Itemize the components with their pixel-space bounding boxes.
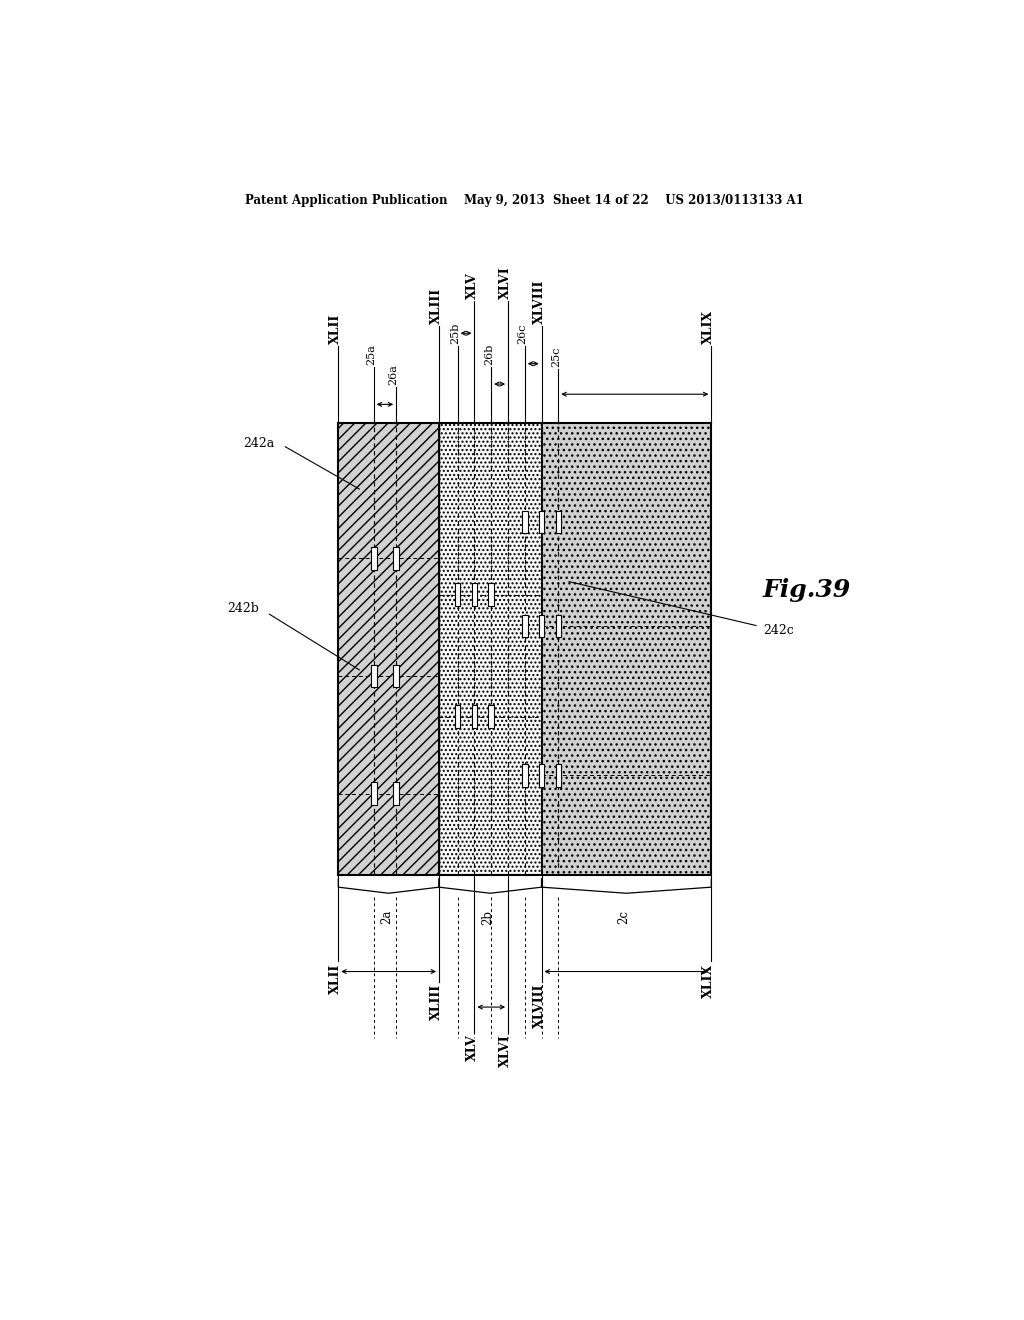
Text: XLVIII: XLVIII [532, 280, 546, 325]
Bar [522, 764, 527, 787]
Bar [393, 665, 399, 688]
Text: 2a: 2a [380, 909, 393, 924]
Text: XLVIII: XLVIII [532, 983, 546, 1028]
Bar [522, 511, 527, 533]
Bar [556, 511, 561, 533]
Bar [539, 511, 545, 533]
Bar [338, 422, 439, 875]
Text: XLIX: XLIX [702, 964, 716, 998]
Bar [393, 548, 399, 569]
Bar [455, 705, 461, 727]
Text: XLIII: XLIII [430, 288, 443, 325]
Text: XLVI: XLVI [499, 1035, 512, 1067]
Text: 2c: 2c [617, 909, 631, 924]
Bar [371, 548, 377, 569]
Bar [542, 422, 712, 875]
Text: XLIX: XLIX [702, 310, 716, 345]
Bar [439, 422, 542, 875]
Bar [338, 422, 712, 875]
Bar [371, 665, 377, 688]
Text: 2b: 2b [481, 909, 495, 924]
Text: Fig.39: Fig.39 [763, 578, 851, 602]
Bar [393, 783, 399, 805]
Bar [488, 583, 494, 606]
Text: XLIII: XLIII [430, 983, 443, 1020]
Text: 26a: 26a [389, 364, 398, 385]
Text: XLV: XLV [466, 272, 478, 298]
Text: 26c: 26c [517, 323, 527, 345]
Bar [556, 764, 561, 787]
Bar [455, 583, 461, 606]
Text: XLVI: XLVI [499, 267, 512, 298]
Bar [522, 615, 527, 638]
Bar [488, 705, 494, 727]
Text: 242b: 242b [227, 602, 259, 615]
Text: XLV: XLV [466, 1035, 478, 1061]
Bar [556, 615, 561, 638]
Bar [539, 764, 545, 787]
Text: 25b: 25b [451, 323, 460, 345]
Bar [539, 615, 545, 638]
Text: 25c: 25c [551, 346, 561, 367]
Text: XLII: XLII [330, 964, 342, 994]
Bar [472, 583, 477, 606]
Text: 242a: 242a [244, 437, 274, 450]
Text: 242c: 242c [763, 624, 794, 638]
Bar [472, 705, 477, 727]
Text: 25a: 25a [367, 343, 377, 364]
Text: XLII: XLII [330, 314, 342, 345]
Text: Patent Application Publication    May 9, 2013  Sheet 14 of 22    US 2013/0113133: Patent Application Publication May 9, 20… [246, 194, 804, 207]
Text: 26b: 26b [484, 343, 494, 364]
Bar [371, 783, 377, 805]
